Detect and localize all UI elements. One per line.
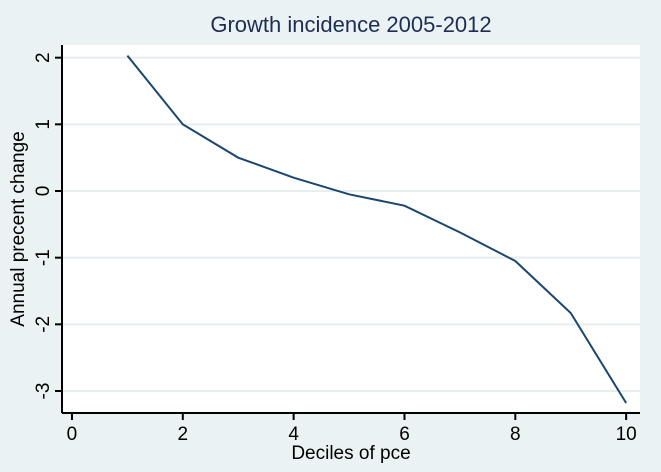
x-tick-label: 2	[178, 424, 189, 445]
chart-title: Growth incidence 2005-2012	[210, 12, 492, 37]
x-tick-label: 4	[288, 424, 299, 445]
y-tick-label: -1	[33, 249, 54, 266]
y-tick-label: 2	[33, 52, 54, 63]
y-tick-label: -3	[33, 383, 54, 400]
x-axis-label: Deciles of pce	[291, 443, 411, 464]
x-tick-label: 0	[67, 424, 78, 445]
y-tick-label: -2	[33, 316, 54, 333]
y-tick-label: 1	[33, 119, 54, 130]
y-tick-label: 0	[33, 186, 54, 197]
x-tick-label: 8	[510, 424, 521, 445]
data-line	[126, 55, 627, 404]
x-tick-label: 10	[616, 424, 637, 445]
x-tick-label: 6	[399, 424, 410, 445]
plot-background	[62, 45, 640, 413]
